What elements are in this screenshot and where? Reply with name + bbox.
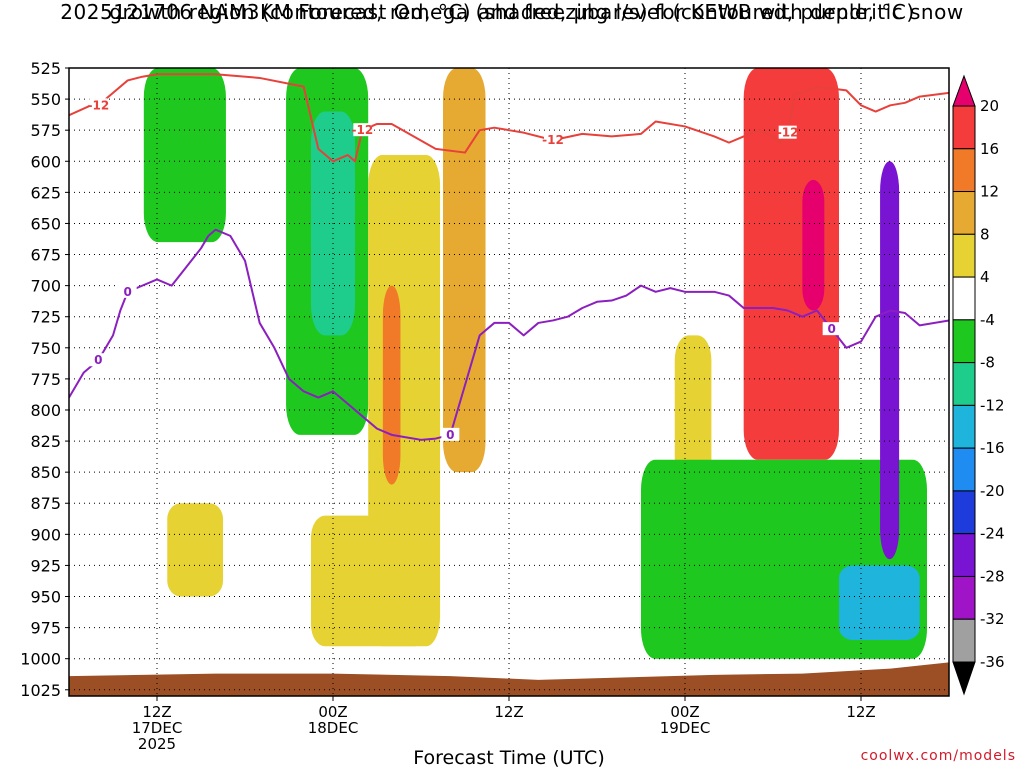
- y-tick-label-9: 750: [30, 339, 61, 358]
- colorbar-label-8: -16: [980, 439, 1005, 457]
- contour-label-bg-0-1: [353, 123, 372, 137]
- colorbar-label-0: 20: [980, 97, 999, 115]
- colorbar-cell-6: [952, 319, 976, 364]
- colorbar-label-7: -12: [980, 396, 1005, 414]
- contour-label-0-0: -12: [87, 98, 109, 112]
- omega-region-8: [674, 335, 712, 485]
- contour-label-bg-1-1: [441, 427, 460, 441]
- y-tick-label-16: 925: [30, 556, 61, 575]
- contour-label-0-2: -12: [542, 133, 564, 147]
- colorbar-cell-8: [952, 404, 976, 449]
- omega-region-0: [143, 68, 226, 243]
- y-tick-label-18: 975: [30, 619, 61, 638]
- y-tick-label-7: 700: [30, 277, 61, 296]
- colorbar-cell-10: [952, 490, 976, 535]
- y-tick-label-11: 800: [30, 401, 61, 420]
- contour-label-1-0: 0: [123, 285, 131, 299]
- colorbar-cell-3: [952, 191, 976, 235]
- y-tick-label-6: 675: [30, 246, 61, 265]
- contour-label-bg-1-3: [89, 353, 108, 367]
- x-axis-title: Forecast Time (UTC): [413, 747, 604, 768]
- y-tick-label-17: 950: [30, 588, 61, 607]
- omega-region-13: [880, 161, 900, 560]
- contour-label-bg-0-2: [544, 133, 562, 147]
- x-tick-label-0-1: 17DEC: [132, 719, 183, 737]
- contour-label-bg-1-2: [822, 322, 841, 336]
- colorbar-cell-9: [952, 447, 976, 492]
- contour-line-1: [69, 228, 949, 441]
- y-tick-label-1: 550: [30, 90, 61, 109]
- omega-region-10: [802, 179, 825, 311]
- y-tick-label-4: 625: [30, 183, 61, 202]
- terrain-ground: [69, 662, 949, 696]
- contour-label-1-1: 0: [446, 428, 454, 442]
- x-tick-label-2-0: 12Z: [494, 703, 523, 721]
- omega-region-4: [382, 285, 401, 485]
- chart-title-line-1: 2025121706 NAM3KM Forecast Omega (shaded…: [60, 0, 964, 24]
- y-tick-label-19: 1000: [20, 650, 61, 669]
- x-tick-label-3-1: 19DEC: [660, 719, 711, 737]
- colorbar-label-11: -28: [980, 567, 1005, 585]
- y-tick-label-14: 875: [30, 494, 61, 513]
- omega-region-9: [743, 68, 839, 460]
- colorbar-cell-1: [952, 105, 976, 150]
- y-tick-label-12: 825: [30, 432, 61, 451]
- y-tick-label-20: 1025: [20, 681, 61, 700]
- contour-label-bg-0-3: [778, 125, 797, 139]
- chart-title-line-2: growth region (contoured, red, °C) and f…: [109, 0, 915, 24]
- y-tick-label-13: 850: [30, 463, 61, 482]
- omega-region-5: [443, 68, 486, 473]
- colorbar-cell-0: [952, 74, 976, 107]
- site-credit: coolwx.com/models: [861, 748, 1016, 764]
- omega-region-7: [167, 503, 223, 597]
- y-tick-label-5: 650: [30, 214, 61, 233]
- colorbar-cell-13: [952, 618, 976, 663]
- omega-region-12: [839, 565, 920, 641]
- x-tick-label-4-0: 12Z: [846, 703, 875, 721]
- y-tick-label-0: 525: [30, 59, 61, 78]
- x-tick-label-1-0: 00Z: [318, 703, 347, 721]
- contour-label-bg-1-0: [118, 284, 137, 298]
- x-tick-label-0-2: 2025: [138, 735, 176, 753]
- omega-region-6: [311, 515, 429, 647]
- colorbar-cell-14: [952, 661, 976, 696]
- colorbar-label-5: -4: [980, 311, 995, 329]
- colorbar-cell-11: [952, 533, 976, 577]
- colorbar-label-10: -24: [980, 525, 1005, 543]
- colorbar-label-1: 16: [980, 140, 999, 158]
- y-tick-label-3: 600: [30, 152, 61, 171]
- colorbar-label-6: -8: [980, 354, 995, 372]
- colorbar-cell-2: [952, 148, 976, 193]
- colorbar-cell-5: [952, 276, 976, 321]
- contour-label-bg-0-0: [89, 98, 108, 112]
- colorbar-cell-4: [952, 233, 976, 278]
- colorbar-cell-7: [952, 362, 976, 406]
- x-tick-label-0-0: 12Z: [142, 703, 171, 721]
- y-tick-label-2: 575: [30, 121, 61, 140]
- contour-label-0-1: -12: [351, 123, 373, 137]
- colorbar-label-4: 4: [980, 268, 990, 286]
- colorbar-label-3: 8: [980, 225, 990, 243]
- y-tick-label-15: 900: [30, 525, 61, 544]
- x-tick-label-1-1: 18DEC: [308, 719, 359, 737]
- y-tick-label-10: 775: [30, 370, 61, 389]
- x-tick-label-3-0: 00Z: [670, 703, 699, 721]
- contour-line-0: [69, 73, 949, 163]
- colorbar-label-9: -20: [980, 482, 1005, 500]
- contour-label-0-3: -12: [777, 126, 799, 140]
- contour-label-1-2: 0: [827, 322, 835, 336]
- colorbar-label-2: 12: [980, 183, 999, 201]
- colorbar-label-13: -36: [980, 653, 1005, 671]
- colorbar-cell-12: [952, 575, 976, 620]
- contour-label-1-3: 0: [94, 353, 102, 367]
- colorbar-label-12: -32: [980, 610, 1005, 628]
- y-tick-label-8: 725: [30, 308, 61, 327]
